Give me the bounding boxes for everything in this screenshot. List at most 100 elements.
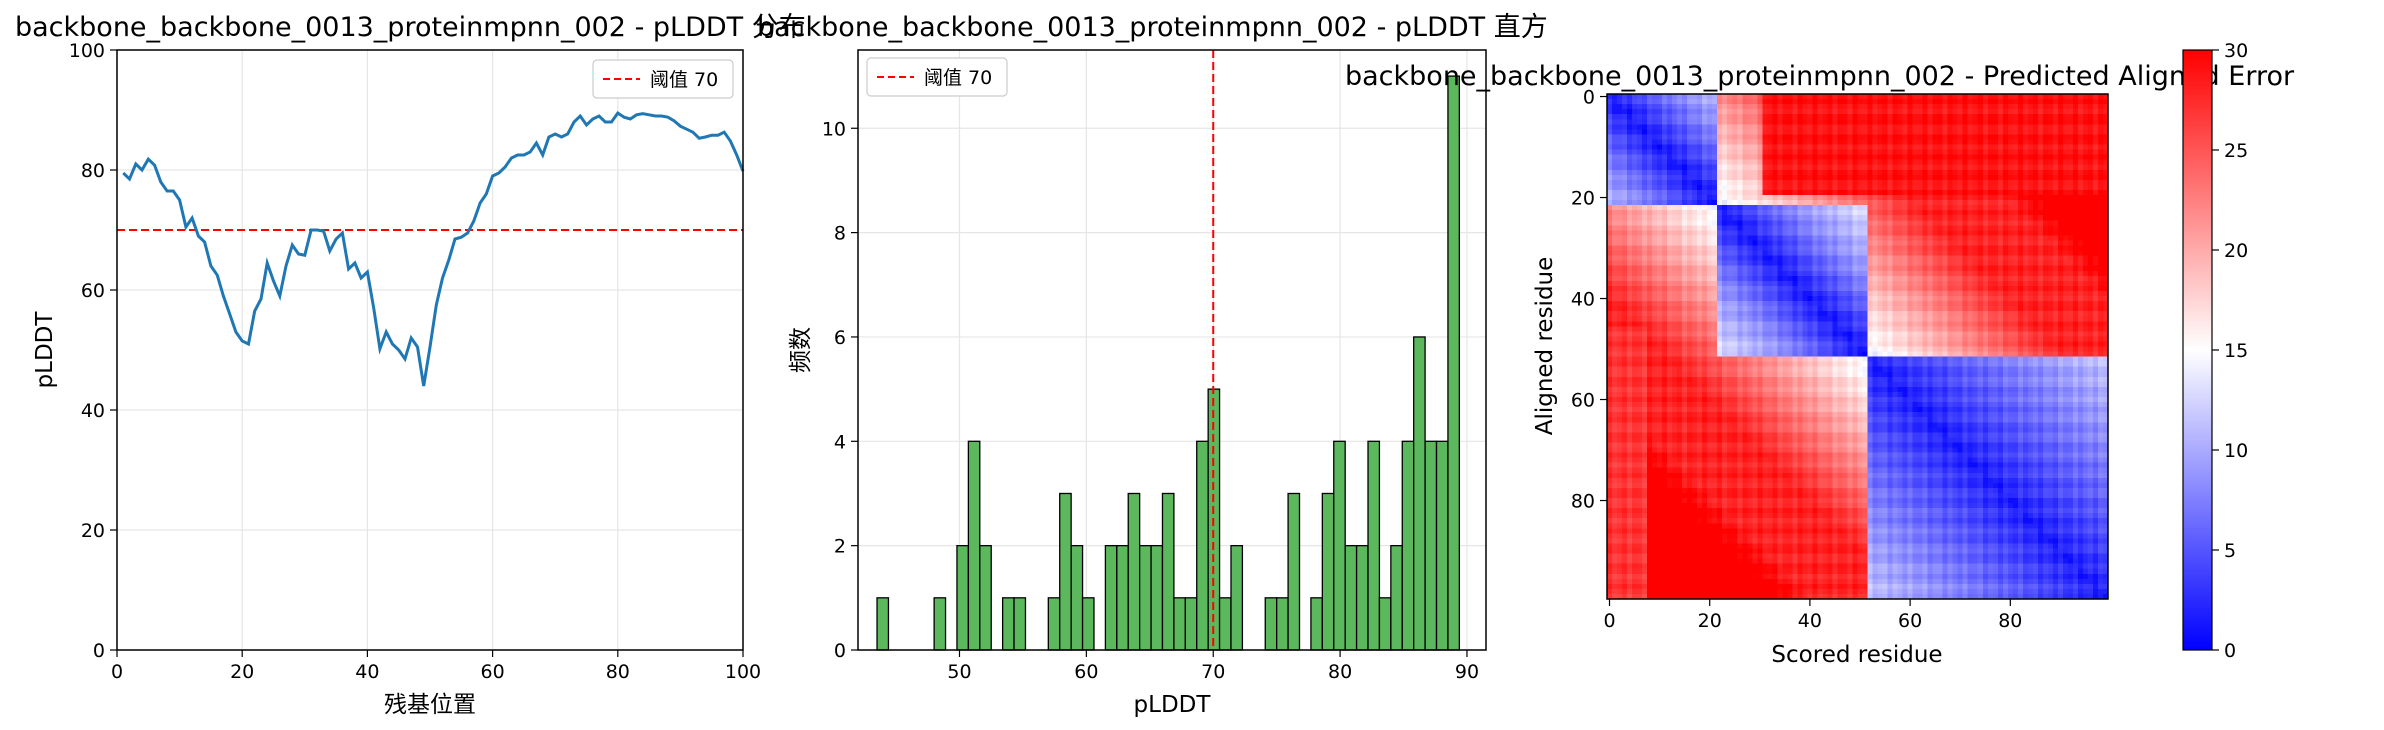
x-tick-label: 90	[1455, 661, 1479, 683]
x-tick-label: 50	[947, 661, 971, 683]
y-tick-label: 20	[81, 520, 105, 542]
histogram-bar	[1116, 545, 1129, 651]
x-tick-label: 80	[1328, 661, 1352, 683]
histogram-bar	[1321, 492, 1335, 651]
x-tick-label: 80	[1998, 610, 2022, 632]
histogram-bar	[1310, 597, 1323, 651]
x-tick-label: 0	[111, 661, 123, 683]
histogram-bar	[1059, 492, 1072, 651]
y-tick-label: 40	[81, 400, 105, 422]
colorbar: 0 5 10 15 20 25 30	[2182, 40, 2248, 662]
colorbar-tick-label: 20	[2224, 240, 2248, 262]
histogram-bar	[1104, 545, 1118, 651]
histogram-bar	[876, 597, 890, 651]
y-tick-label: 100	[69, 40, 105, 62]
legend-threshold-label: 阈值 70	[650, 69, 718, 91]
legend-threshold-label: 阈值 70	[924, 67, 992, 89]
x-ticks: 0 20 40 60 80	[1603, 599, 2022, 632]
colorbar-ticks: 0 5 10 15 20 25 30	[2212, 40, 2248, 662]
histogram-bar	[1196, 440, 1209, 651]
histogram-bar	[1447, 75, 1461, 651]
x-ticks: 50 60 70 80 90	[947, 650, 1479, 683]
x-tick-label: 40	[1798, 610, 1822, 632]
legend: 阈值 70	[592, 59, 734, 99]
x-tick-label: 20	[1698, 610, 1722, 632]
colorbar-tick-label: 15	[2224, 340, 2248, 362]
histogram-bar	[1367, 440, 1381, 651]
colorbar-gradient	[2182, 49, 2213, 651]
y-tick-label: 8	[834, 223, 846, 245]
histogram-bar	[1081, 597, 1095, 651]
histogram-bar	[979, 545, 992, 651]
histogram-bar	[1424, 440, 1438, 651]
y-tick-label: 40	[1571, 289, 1595, 311]
histogram-bar	[1218, 597, 1232, 651]
histogram-bar	[1287, 492, 1301, 651]
histogram-bar	[1401, 440, 1415, 651]
x-axis-label: 残基位置	[384, 692, 476, 718]
histogram-bar	[1013, 597, 1027, 651]
x-axis-label: pLDDT	[1134, 692, 1212, 718]
y-tick-label: 60	[1571, 390, 1595, 412]
plot-frame	[1606, 93, 2109, 600]
colorbar-tick-label: 25	[2224, 140, 2248, 162]
plddt-series-line	[122, 110, 745, 387]
y-axis-label: 频数	[788, 327, 814, 373]
chart-title: backbone_backbone_0013_proteinmpnn_002 -…	[1345, 61, 2295, 92]
pae-heatmap: 0 20 40 60 80 0 20 40 60 80 backbone_backbone_00…	[1345, 40, 2295, 668]
plot-frame	[857, 49, 1487, 651]
histogram-bar	[1230, 545, 1244, 651]
y-tick-label: 80	[81, 160, 105, 182]
histogram-bar	[1264, 597, 1278, 651]
heatmap-cells	[1607, 94, 2108, 599]
y-ticks: 0 20 40 60 80	[1571, 87, 1607, 513]
plddt-histogram: 50 60 70 80 90 0 2 4 6 8 10 backbone_backbone_001…	[757, 12, 1548, 718]
colorbar-tick-label: 10	[2224, 440, 2248, 462]
legend-box	[866, 57, 1008, 97]
y-tick-label: 2	[834, 536, 846, 558]
histogram-bar	[1378, 597, 1392, 651]
x-tick-label: 60	[1074, 661, 1098, 683]
y-tick-label: 10	[822, 118, 846, 140]
x-tick-label: 100	[725, 661, 761, 683]
y-axis-label: Aligned residue	[1532, 257, 1558, 436]
chart-title: backbone_backbone_0013_proteinmpnn_002 -…	[15, 12, 806, 43]
colorbar-tick-label: 5	[2224, 540, 2236, 562]
colorbar-tick-label: 0	[2224, 640, 2236, 662]
histogram-bar	[1127, 492, 1141, 651]
y-tick-label: 0	[834, 640, 846, 662]
x-axis-label: Scored residue	[1771, 642, 1942, 668]
y-tick-label: 60	[81, 280, 105, 302]
histogram-bar	[933, 597, 947, 651]
histogram-bar	[1390, 545, 1403, 651]
y-ticks: 0 2 4 6 8 10	[822, 118, 858, 662]
histogram-bar	[1413, 336, 1426, 651]
histogram-bar	[1344, 545, 1358, 651]
histogram-bar	[1047, 597, 1061, 651]
y-ticks: 0 20 40 60 80 100	[69, 40, 117, 662]
histogram-bar	[1150, 545, 1164, 651]
x-ticks: 0 20 40 60 80 100	[111, 650, 761, 683]
y-tick-label: 4	[834, 431, 846, 453]
histogram-bar	[1355, 545, 1369, 651]
histogram-bar	[956, 545, 970, 651]
pae-matrix	[1607, 94, 2108, 599]
x-tick-label: 60	[1898, 610, 1922, 632]
histogram-bar	[1276, 597, 1289, 651]
histogram-bar	[1333, 440, 1346, 651]
y-axis-label: pLDDT	[32, 311, 58, 389]
histogram-bar	[1138, 545, 1152, 651]
histogram-bars	[876, 75, 1461, 651]
y-tick-label: 80	[1571, 491, 1595, 513]
histogram-bar	[1435, 440, 1449, 651]
x-tick-label: 80	[606, 661, 630, 683]
histogram-bar	[1173, 597, 1186, 651]
histogram-bar	[967, 440, 981, 651]
histogram-bar	[1161, 492, 1175, 651]
y-tick-label: 20	[1571, 188, 1595, 210]
x-tick-label: 0	[1603, 610, 1615, 632]
legend-box	[592, 59, 734, 99]
y-tick-label: 0	[93, 640, 105, 662]
legend: 阈值 70	[866, 57, 1008, 97]
